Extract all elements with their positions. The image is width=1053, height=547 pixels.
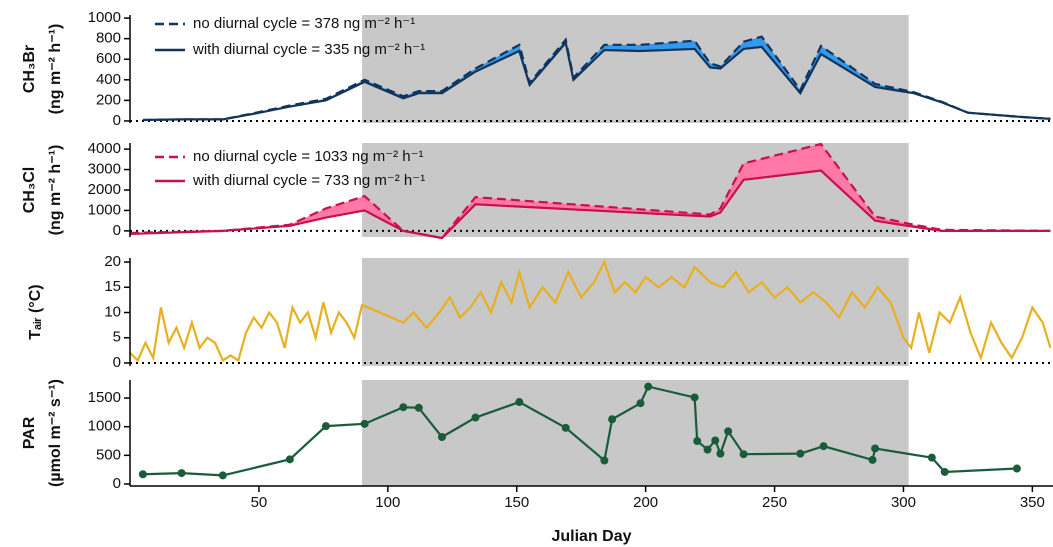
marker	[796, 449, 805, 458]
marker	[690, 393, 699, 402]
marker	[739, 450, 748, 459]
marker	[871, 444, 880, 453]
y-tick-label: 500	[96, 446, 121, 463]
series-line	[142, 40, 1051, 122]
marker	[819, 442, 828, 451]
marker	[321, 422, 330, 431]
marker	[703, 445, 712, 454]
y-tick-label: 800	[96, 30, 121, 47]
marker	[414, 403, 423, 412]
y-tick-label: 0	[113, 354, 121, 371]
y-axis-label: CH₃Br	[21, 45, 38, 93]
marker	[471, 413, 480, 422]
y-tick-label: 400	[96, 71, 121, 88]
x-tick-label: 250	[762, 494, 787, 511]
marker	[285, 455, 294, 464]
y-tick-label: 1000	[88, 201, 121, 218]
y-tick-label: 0	[113, 222, 121, 239]
legend-label: no diurnal cycle = 1033 ng m⁻² h⁻¹	[193, 148, 424, 165]
shaded-period	[362, 380, 909, 486]
marker	[693, 437, 702, 446]
series-line	[129, 142, 1051, 240]
marker	[636, 399, 645, 408]
y-axis-label: (µmol m⁻² s⁻¹)	[47, 379, 64, 487]
marker	[724, 427, 733, 436]
marker	[940, 467, 949, 476]
series-line	[129, 259, 1052, 363]
legend-label: with diurnal cycle = 335 ng m⁻² h⁻¹	[192, 41, 425, 58]
y-tick-label: 20	[104, 253, 121, 270]
marker	[716, 449, 725, 458]
y-axis-label: (ng m⁻² h⁻¹)	[47, 145, 64, 236]
x-tick-label: 300	[891, 494, 916, 511]
x-axis-label: Julian Day	[551, 528, 631, 545]
marker	[608, 415, 617, 424]
y-axis-label: CH₃Cl	[21, 167, 38, 214]
y-tick-label: 3000	[88, 161, 121, 178]
y-axis-label: Tₐᵢᵣ (°C)	[27, 284, 44, 339]
series-line	[129, 169, 1051, 240]
marker	[515, 398, 524, 407]
marker	[437, 433, 446, 442]
y-axis-label: (ng m⁻² h⁻¹)	[47, 24, 64, 115]
x-tick-label: 200	[633, 494, 658, 511]
marker	[600, 456, 609, 465]
marker	[360, 419, 369, 428]
marker	[561, 423, 570, 432]
marker	[927, 453, 936, 462]
marker	[1012, 464, 1021, 473]
shaded-period	[362, 258, 909, 366]
y-tick-label: 200	[96, 91, 121, 108]
y-axis-label: PAR	[21, 416, 38, 449]
x-tick-label: 50	[251, 494, 268, 511]
legend-label: no diurnal cycle = 378 ng m⁻² h⁻¹	[193, 15, 415, 32]
y-tick-label: 0	[113, 475, 121, 492]
marker	[177, 469, 186, 478]
shaded-period	[362, 15, 909, 123]
marker	[399, 403, 408, 412]
difference-fill	[130, 144, 1051, 239]
marker	[218, 471, 227, 480]
y-tick-label: 15	[104, 278, 121, 295]
legend-label: with diurnal cycle = 733 ng m⁻² h⁻¹	[192, 172, 425, 189]
x-tick-label: 150	[504, 494, 529, 511]
y-tick-label: 5	[113, 329, 121, 346]
y-tick-label: 1000	[88, 418, 121, 435]
x-tick-label: 350	[1020, 494, 1045, 511]
y-tick-label: 600	[96, 50, 121, 67]
y-tick-label: 0	[113, 112, 121, 129]
y-tick-label: 1000	[88, 9, 121, 26]
marker	[868, 455, 877, 464]
y-tick-label: 1500	[88, 389, 121, 406]
marker	[711, 436, 720, 445]
y-tick-label: 2000	[88, 181, 121, 198]
y-tick-label: 10	[104, 303, 121, 320]
series-line	[142, 385, 1017, 477]
x-tick-label: 100	[375, 494, 400, 511]
marker	[644, 382, 653, 391]
y-tick-label: 4000	[88, 140, 121, 157]
marker	[138, 470, 147, 479]
